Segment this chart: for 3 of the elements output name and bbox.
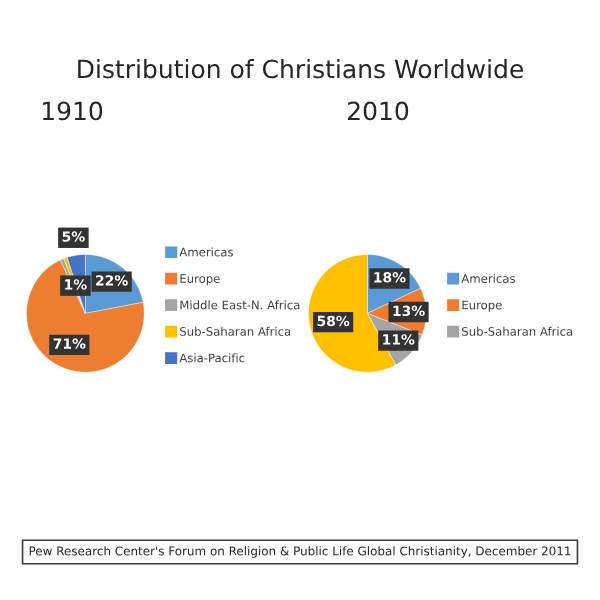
chart-subtitle: 1910 [42, 101, 103, 121]
chart-title: Distribution of Christians Worldwide [78, 59, 523, 79]
chart-title: 2010 [348, 101, 409, 121]
